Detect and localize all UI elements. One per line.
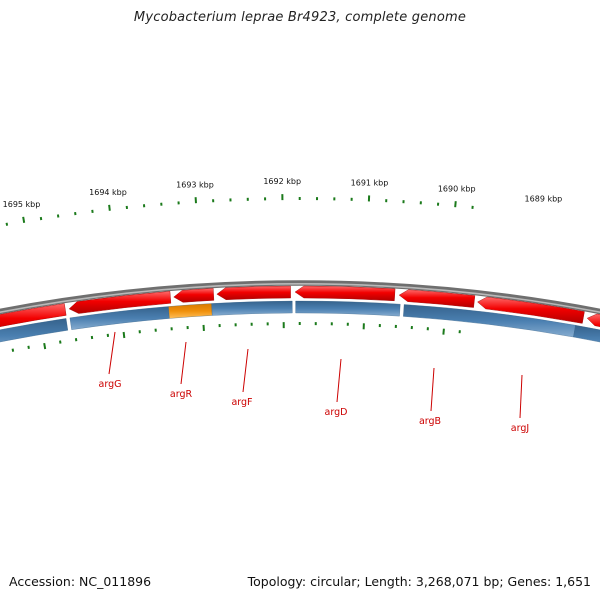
gene-label-argG: argG <box>99 379 122 390</box>
position-label: 1689 kbp <box>525 195 563 204</box>
gene-label-argB: argB <box>419 416 441 427</box>
label-line-argJ <box>519 374 523 419</box>
feature-arrow <box>586 313 600 327</box>
feature-arrow <box>477 296 585 324</box>
major-tick <box>454 201 457 208</box>
gene-label-argR: argR <box>170 389 193 400</box>
major-tick <box>22 216 26 223</box>
minor-tick <box>5 222 9 226</box>
gene-label-lines <box>108 331 523 419</box>
feature-arrow <box>216 285 291 300</box>
feature-arrow <box>68 291 172 314</box>
label-line-argF <box>242 348 249 393</box>
gene-labels: argG argR argF argD argB argJ <box>99 379 530 434</box>
cds-segment <box>0 318 69 343</box>
label-line-argD <box>336 358 342 403</box>
gene-label-argF: argF <box>231 397 252 408</box>
position-label: 1695 kbp <box>3 200 41 209</box>
backbone-ring <box>0 280 600 315</box>
backbone-highlight <box>0 282 600 314</box>
position-label: 1693 kbp <box>176 180 214 189</box>
genome-summary: Topology: circular; Length: 3,268,071 bp… <box>247 574 591 589</box>
major-tick <box>442 328 445 335</box>
major-tick <box>108 204 111 211</box>
cds-segment <box>573 325 600 343</box>
feature-track <box>0 285 600 327</box>
inner-tick-marks <box>11 321 461 352</box>
major-tick <box>43 342 47 350</box>
minor-tick <box>27 345 30 349</box>
minor-tick <box>11 348 15 352</box>
outer-tick-marks <box>5 194 474 226</box>
label-line-argR <box>180 341 187 385</box>
cds-segment <box>211 300 293 316</box>
cds-segment <box>168 303 213 319</box>
genome-title: Mycobacterium leprae Br4923, complete ge… <box>133 10 467 25</box>
cds-track <box>0 300 600 343</box>
label-line-argG <box>108 331 116 375</box>
feature-arrow <box>173 288 215 303</box>
label-line-argB <box>430 367 435 412</box>
major-tick <box>122 331 126 339</box>
cds-segment <box>295 300 401 317</box>
gene-label-argD: argD <box>325 407 348 418</box>
position-label: 1692 kbp <box>263 177 301 186</box>
feature-arrow <box>398 289 476 308</box>
position-label: 1694 kbp <box>89 188 127 197</box>
feature-arrow <box>0 303 67 327</box>
position-label: 1690 kbp <box>438 184 476 193</box>
position-labels: 1695 kbp 1694 kbp 1693 kbp 1692 kbp 1691 kbp… <box>3 177 563 209</box>
feature-arrow <box>294 285 396 302</box>
gene-label-argJ: argJ <box>511 423 529 434</box>
position-label: 1691 kbp <box>351 178 389 187</box>
accession-label: Accession: NC_011896 <box>9 574 152 589</box>
